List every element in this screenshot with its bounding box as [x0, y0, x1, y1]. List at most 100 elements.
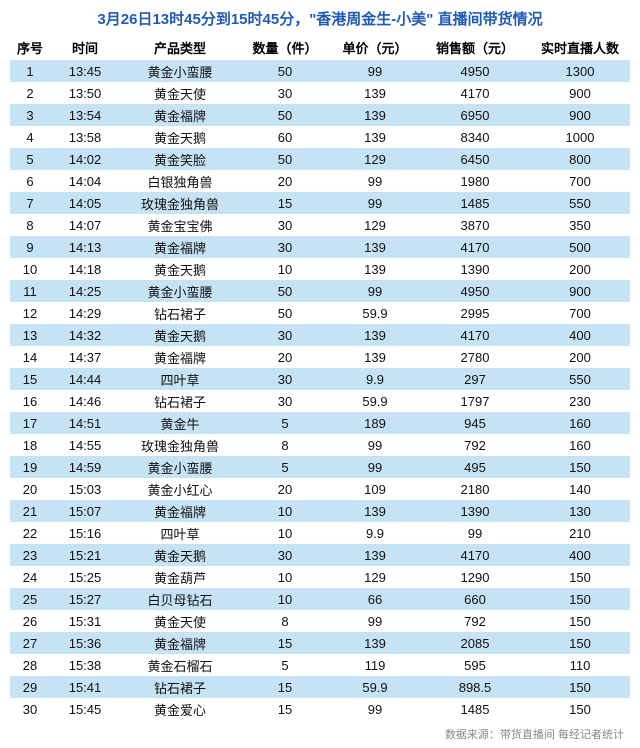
table-row: 1114:25黄金小蛮腰50994950900	[10, 280, 630, 302]
cell-time: 14:25	[50, 280, 120, 302]
cell-price: 59.9	[330, 302, 420, 324]
cell-sales: 2780	[420, 346, 530, 368]
table-row: 1214:29钻石裙子5059.92995700	[10, 302, 630, 324]
cell-sales: 6950	[420, 104, 530, 126]
cell-price: 129	[330, 214, 420, 236]
cell-product: 黄金福牌	[120, 346, 240, 368]
cell-time: 14:59	[50, 456, 120, 478]
cell-sales: 595	[420, 654, 530, 676]
cell-seq: 17	[10, 412, 50, 434]
cell-price: 99	[330, 170, 420, 192]
table-row: 3015:45黄金爱心15991485150	[10, 698, 630, 720]
cell-viewers: 550	[530, 368, 630, 390]
cell-sales: 1485	[420, 192, 530, 214]
cell-viewers: 550	[530, 192, 630, 214]
cell-product: 黄金小蛮腰	[120, 280, 240, 302]
table-row: 1514:44四叶草309.9297550	[10, 368, 630, 390]
cell-sales: 1290	[420, 566, 530, 588]
cell-time: 15:31	[50, 610, 120, 632]
cell-qty: 20	[240, 478, 330, 500]
table-row: 213:50黄金天使301394170900	[10, 82, 630, 104]
cell-qty: 10	[240, 588, 330, 610]
cell-qty: 50	[240, 104, 330, 126]
cell-time: 13:45	[50, 60, 120, 82]
cell-sales: 2995	[420, 302, 530, 324]
col-header-sales: 销售额（元）	[420, 35, 530, 60]
table-row: 2515:27白贝母钻石1066660150	[10, 588, 630, 610]
cell-qty: 10	[240, 500, 330, 522]
cell-time: 15:27	[50, 588, 120, 610]
table-row: 514:02黄金笑脸501296450800	[10, 148, 630, 170]
cell-time: 13:58	[50, 126, 120, 148]
table-row: 2115:07黄金福牌101391390130	[10, 500, 630, 522]
cell-sales: 3870	[420, 214, 530, 236]
cell-time: 14:55	[50, 434, 120, 456]
page-title: 3月26日13时45分到15时45分，"香港周金生-小美" 直播间带货情况	[10, 4, 630, 35]
cell-time: 14:32	[50, 324, 120, 346]
cell-qty: 30	[240, 214, 330, 236]
table-row: 2815:38黄金石榴石5119595110	[10, 654, 630, 676]
cell-sales: 945	[420, 412, 530, 434]
cell-time: 14:37	[50, 346, 120, 368]
cell-price: 139	[330, 258, 420, 280]
cell-viewers: 130	[530, 500, 630, 522]
cell-viewers: 150	[530, 566, 630, 588]
cell-price: 139	[330, 126, 420, 148]
cell-seq: 19	[10, 456, 50, 478]
table-row: 1414:37黄金福牌201392780200	[10, 346, 630, 368]
cell-price: 9.9	[330, 368, 420, 390]
cell-seq: 6	[10, 170, 50, 192]
cell-viewers: 230	[530, 390, 630, 412]
cell-viewers: 900	[530, 82, 630, 104]
cell-time: 15:21	[50, 544, 120, 566]
cell-viewers: 700	[530, 302, 630, 324]
cell-product: 黄金天鹅	[120, 324, 240, 346]
table-row: 1814:55玫瑰金独角兽899792160	[10, 434, 630, 456]
data-source: 数据来源：带货直播间 每经记者统计	[10, 720, 630, 742]
table-row: 914:13黄金福牌301394170500	[10, 236, 630, 258]
cell-qty: 10	[240, 258, 330, 280]
cell-qty: 50	[240, 148, 330, 170]
cell-time: 13:50	[50, 82, 120, 104]
cell-viewers: 800	[530, 148, 630, 170]
cell-sales: 898.5	[420, 676, 530, 698]
cell-viewers: 350	[530, 214, 630, 236]
cell-seq: 7	[10, 192, 50, 214]
cell-viewers: 150	[530, 676, 630, 698]
cell-qty: 15	[240, 192, 330, 214]
sales-table: 序号 时间 产品类型 数量（件） 单价（元） 销售额（元） 实时直播人数 113…	[10, 35, 630, 720]
table-row: 1314:32黄金天鹅301394170400	[10, 324, 630, 346]
cell-viewers: 900	[530, 280, 630, 302]
cell-qty: 30	[240, 82, 330, 104]
cell-seq: 23	[10, 544, 50, 566]
cell-seq: 2	[10, 82, 50, 104]
cell-time: 14:04	[50, 170, 120, 192]
table-row: 1614:46钻石裙子3059.91797230	[10, 390, 630, 412]
cell-product: 黄金小蛮腰	[120, 456, 240, 478]
cell-price: 99	[330, 60, 420, 82]
cell-product: 黄金天使	[120, 82, 240, 104]
cell-viewers: 210	[530, 522, 630, 544]
cell-viewers: 150	[530, 610, 630, 632]
cell-qty: 30	[240, 368, 330, 390]
cell-sales: 2085	[420, 632, 530, 654]
table-row: 413:58黄金天鹅6013983401000	[10, 126, 630, 148]
cell-time: 14:46	[50, 390, 120, 412]
cell-price: 99	[330, 192, 420, 214]
cell-seq: 29	[10, 676, 50, 698]
cell-price: 59.9	[330, 676, 420, 698]
table-body: 113:45黄金小蛮腰509949501300213:50黄金天使3013941…	[10, 60, 630, 720]
cell-qty: 50	[240, 302, 330, 324]
table-header: 序号 时间 产品类型 数量（件） 单价（元） 销售额（元） 实时直播人数	[10, 35, 630, 60]
table-row: 2615:31黄金天使899792150	[10, 610, 630, 632]
cell-sales: 99	[420, 522, 530, 544]
cell-viewers: 160	[530, 412, 630, 434]
cell-price: 99	[330, 610, 420, 632]
table-row: 814:07黄金宝宝佛301293870350	[10, 214, 630, 236]
cell-price: 59.9	[330, 390, 420, 412]
cell-time: 15:16	[50, 522, 120, 544]
table-row: 2015:03黄金小红心201092180140	[10, 478, 630, 500]
cell-seq: 13	[10, 324, 50, 346]
cell-product: 四叶草	[120, 522, 240, 544]
cell-qty: 5	[240, 412, 330, 434]
